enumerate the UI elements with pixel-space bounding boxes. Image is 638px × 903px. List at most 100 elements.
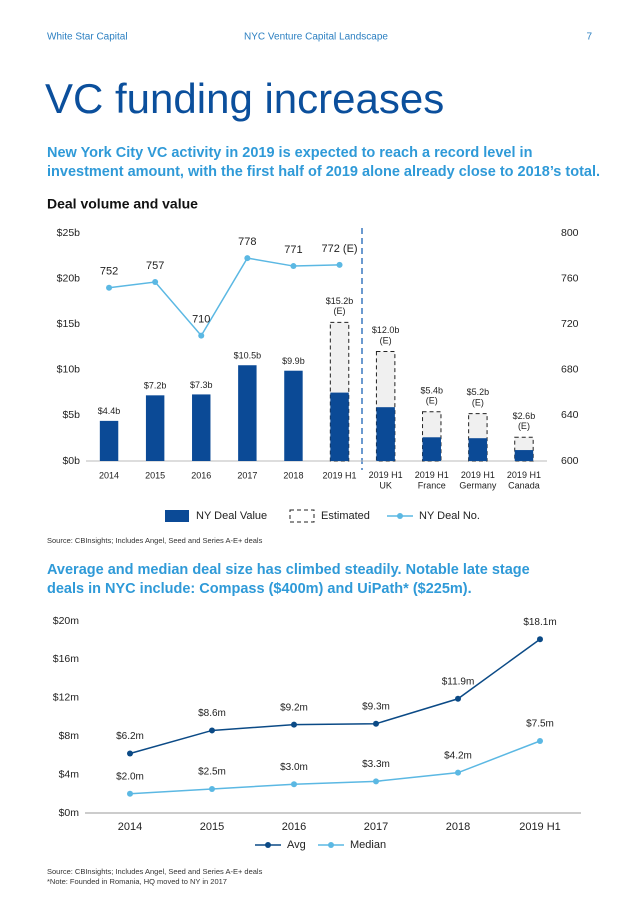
x-tick-label: 2019 H1 Germany bbox=[459, 470, 497, 490]
y-tick-label: $20b bbox=[57, 272, 81, 284]
legend-label: Median bbox=[350, 839, 386, 851]
intro-line: New York City VC activity in 2019 is exp… bbox=[47, 145, 532, 161]
x-tick-label: 2019 H1 UK bbox=[369, 470, 403, 490]
bar bbox=[422, 437, 441, 461]
point bbox=[373, 778, 379, 785]
data-label: 710 bbox=[192, 314, 210, 326]
point bbox=[336, 261, 343, 268]
bar bbox=[99, 420, 119, 461]
legend-swatch bbox=[289, 509, 315, 523]
legend-swatch bbox=[328, 842, 334, 848]
y2-tick-label: 640 bbox=[561, 409, 579, 421]
y2-tick-label: 760 bbox=[561, 272, 579, 284]
point bbox=[209, 727, 215, 734]
point bbox=[127, 750, 133, 757]
point bbox=[209, 786, 215, 792]
header-center: NYC Venture Capital Landscape bbox=[244, 32, 388, 43]
data-label: $4.2m bbox=[444, 750, 472, 761]
y-tick-label: $8m bbox=[59, 730, 80, 742]
page-number: 7 bbox=[586, 32, 592, 43]
data-label: 778 bbox=[238, 236, 256, 248]
x-tick-label: 2019 H1 France bbox=[415, 470, 449, 490]
y-tick-label: $0m bbox=[59, 807, 80, 819]
data-label: 752 bbox=[100, 266, 118, 278]
data-label: $2.5m bbox=[198, 767, 226, 778]
data-label: $15.2b (E) bbox=[326, 296, 354, 316]
point bbox=[291, 781, 297, 788]
x-tick-label: 2019 H1 bbox=[519, 821, 561, 833]
legend-label: Estimated bbox=[321, 510, 370, 522]
chart-title: Deal volume and value bbox=[47, 196, 198, 212]
y2-tick-label: 800 bbox=[561, 227, 579, 239]
data-label: $12.0b (E) bbox=[372, 325, 400, 345]
page-title: VC funding increases bbox=[45, 75, 444, 122]
point bbox=[537, 738, 543, 744]
x-tick-label: 2014 bbox=[118, 821, 142, 833]
bar bbox=[468, 438, 488, 461]
bar bbox=[330, 392, 349, 461]
data-label: 771 bbox=[284, 244, 302, 256]
x-tick-label: 2015 bbox=[145, 470, 165, 480]
point bbox=[198, 332, 205, 339]
x-tick-label: 2019 H1 Canada bbox=[507, 470, 541, 490]
data-label: $6.2m bbox=[116, 731, 144, 742]
x-tick-label: 2018 bbox=[283, 470, 303, 480]
data-label: $7.3b bbox=[190, 380, 213, 390]
point bbox=[106, 284, 113, 291]
source: Source: CBInsights; Includes Angel, Seed… bbox=[47, 536, 263, 545]
data-label: $5.4b (E) bbox=[420, 386, 443, 406]
data-label: $7.2b bbox=[144, 381, 167, 391]
legend-swatch bbox=[265, 842, 271, 848]
data-label: $9.3m bbox=[362, 701, 390, 712]
y2-tick-label: 680 bbox=[561, 364, 579, 376]
data-label: $9.9b bbox=[282, 356, 305, 366]
line bbox=[129, 740, 541, 795]
data-label: $3.3m bbox=[362, 759, 390, 770]
point bbox=[291, 721, 297, 728]
y-tick-label: $16m bbox=[53, 653, 80, 665]
bar bbox=[284, 370, 303, 461]
data-label: $9.2m bbox=[280, 702, 308, 713]
intro-line: Average and median deal size has climbed… bbox=[47, 562, 530, 578]
point bbox=[455, 695, 461, 702]
data-label: 757 bbox=[146, 260, 164, 272]
line bbox=[108, 257, 340, 337]
point bbox=[455, 769, 461, 776]
bar bbox=[514, 450, 534, 461]
point bbox=[373, 720, 379, 727]
data-label: $8.6m bbox=[198, 708, 226, 719]
bar bbox=[145, 395, 165, 461]
y-tick-label: $20m bbox=[53, 615, 80, 627]
point bbox=[127, 790, 133, 797]
y2-tick-label: 720 bbox=[561, 318, 579, 330]
data-label: $2.0m bbox=[116, 771, 144, 782]
data-label: $11.9m bbox=[442, 676, 475, 687]
point bbox=[290, 263, 297, 270]
bar bbox=[192, 394, 211, 461]
data-label: 772 (E) bbox=[322, 243, 358, 255]
data-label: $4.4b bbox=[98, 406, 121, 416]
bar bbox=[238, 365, 257, 461]
x-tick-label: 2017 bbox=[364, 821, 388, 833]
bar bbox=[376, 407, 395, 461]
x-tick-label: 2017 bbox=[237, 470, 257, 480]
y-tick-label: $25b bbox=[57, 227, 81, 239]
x-tick-label: 2016 bbox=[282, 821, 306, 833]
data-label: $5.2b (E) bbox=[467, 387, 490, 407]
source: Source: CBInsights; Includes Angel, Seed… bbox=[47, 867, 263, 876]
point bbox=[537, 636, 543, 643]
x-tick-label: 2016 bbox=[191, 470, 211, 480]
x-tick-label: 2014 bbox=[99, 470, 119, 480]
data-label: $18.1m bbox=[523, 617, 556, 628]
x-tick-label: 2015 bbox=[200, 821, 224, 833]
y-tick-label: $5b bbox=[62, 409, 80, 421]
note: *Note: Founded in Romania, HQ moved to N… bbox=[47, 877, 227, 886]
intro-line: investment amount, with the first half o… bbox=[47, 164, 600, 180]
y-tick-label: $0b bbox=[62, 455, 80, 467]
data-label: $10.5b bbox=[234, 351, 262, 361]
x-tick-label: 2018 bbox=[446, 821, 470, 833]
point bbox=[244, 255, 251, 262]
intro-line: deals in NYC include: Compass ($400m) an… bbox=[47, 581, 472, 597]
y-tick-label: $12m bbox=[53, 692, 80, 704]
